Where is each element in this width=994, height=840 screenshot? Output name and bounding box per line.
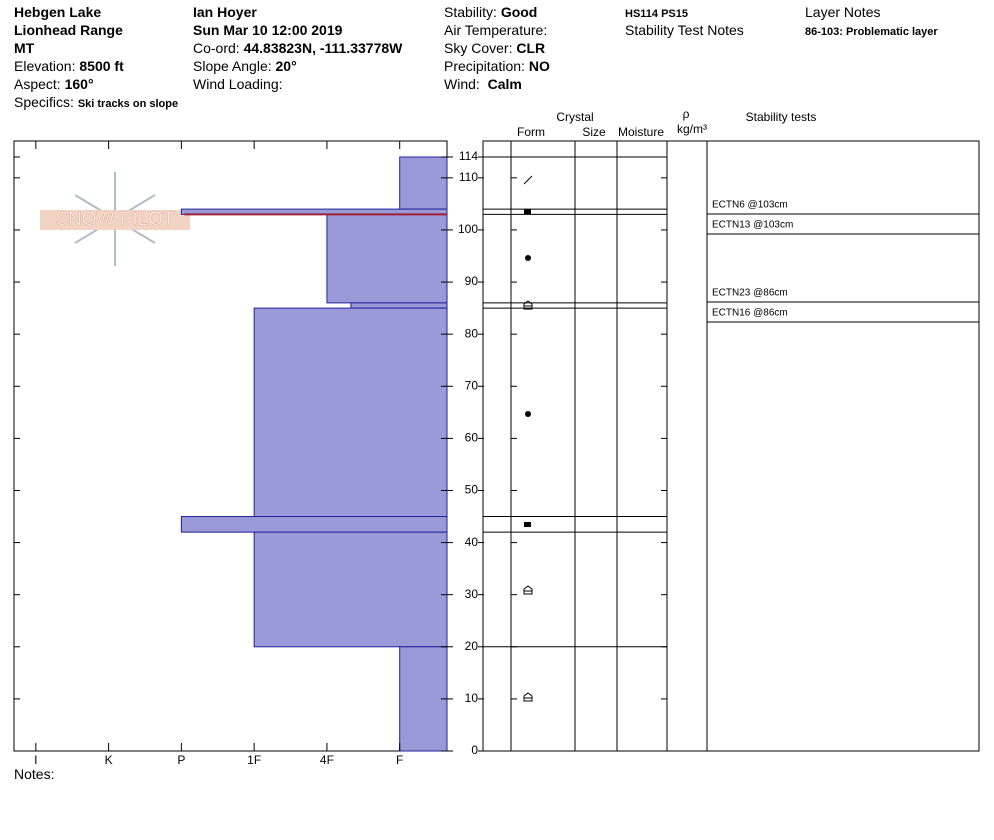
column-header: Crystal — [556, 110, 593, 124]
label: Wind: — [444, 76, 480, 92]
label: Elevation: — [14, 58, 76, 74]
stability-test: ECTN23 @86cm — [712, 288, 788, 299]
label: Wind Loading: — [193, 76, 283, 92]
stability-test-notes: Stability Test Notes — [625, 22, 744, 38]
field: Air Temperature: — [444, 22, 547, 38]
stability-test: ECTN13 @103cm — [712, 220, 793, 231]
y-tick-label: 50 — [465, 483, 479, 497]
field: Sky Cover: CLR — [444, 40, 545, 56]
y-tick-label: 70 — [465, 378, 479, 392]
layer-note: 86-103: Problematic layer — [805, 26, 938, 38]
hs-ps: HS114 PS15 — [625, 8, 688, 20]
location: Hebgen Lake — [14, 4, 102, 20]
y-tick-label: 110 — [459, 170, 478, 184]
y-tick-label: 20 — [465, 639, 479, 653]
y-tick-label: 0 — [471, 743, 478, 757]
column-header: Size — [582, 125, 606, 139]
y-tick-label: 40 — [465, 535, 479, 549]
field: Aspect: 160° — [14, 76, 94, 92]
label: Aspect: — [14, 76, 61, 92]
value: 160° — [64, 76, 94, 92]
layer-notes-title: Layer Notes — [805, 4, 881, 20]
observer: Ian Hoyer — [193, 4, 257, 20]
label: Specifics: — [14, 94, 74, 110]
y-tick-label: 100 — [458, 222, 478, 236]
field: Specifics: Ski tracks on slope — [14, 94, 178, 112]
y-tick-label: 60 — [465, 431, 479, 445]
value: CLR — [516, 40, 546, 56]
column-header: kg/m³ — [677, 122, 707, 136]
x-tick-label: K — [105, 753, 113, 767]
logo-band — [40, 210, 190, 230]
y-tick-label: 90 — [465, 274, 479, 288]
field: Wind: Calm — [444, 76, 522, 92]
value: 44.83823N, -111.33778W — [243, 40, 403, 56]
label: Slope Angle: — [193, 58, 272, 74]
label: Precipitation: — [444, 58, 525, 74]
column-lines — [510, 141, 979, 751]
value: 20° — [275, 58, 297, 74]
x-tick-label: F — [396, 753, 403, 767]
y-tick-label: 30 — [465, 587, 479, 601]
y-tick-label: 80 — [465, 326, 479, 340]
x-tick-label: 4F — [320, 753, 334, 767]
label: Co-ord: — [193, 40, 240, 56]
grain-symbols — [523, 175, 533, 702]
y-tick-label: 10 — [465, 691, 479, 705]
field: Elevation: 8500 ft — [14, 58, 124, 74]
field: Wind Loading: — [193, 76, 283, 92]
field: Stability: Good — [444, 4, 537, 20]
value: NO — [528, 58, 550, 74]
column-header: Form — [517, 125, 545, 139]
hardness-bar — [399, 156, 448, 210]
stability-test: ECTN16 @86cm — [712, 308, 788, 319]
value: Calm — [487, 76, 522, 92]
value: Good — [500, 4, 538, 20]
hardness-bar — [326, 213, 448, 304]
table-frame — [482, 140, 980, 752]
x-tick-label: 1F — [247, 753, 261, 767]
field: Co-ord: 44.83823N, -111.33778W — [193, 40, 402, 56]
field: Slope Angle: 20° — [193, 58, 297, 74]
date: Sun Mar 10 12:00 2019 — [193, 22, 343, 38]
y-tick-label: 114 — [459, 149, 478, 163]
hardness-bar — [253, 531, 448, 648]
column-header: Stability tests — [746, 110, 817, 124]
notes-label: Notes: — [14, 766, 55, 782]
hardness-bar — [180, 516, 448, 533]
hardness-bar — [350, 302, 448, 309]
label: Sky Cover: — [444, 40, 513, 56]
column-header: ρ — [683, 107, 690, 121]
hardness-bar — [253, 307, 448, 518]
x-tick-label: I — [34, 753, 37, 767]
value: Ski tracks on slope — [77, 98, 179, 110]
column-header: Moisture — [618, 125, 664, 139]
value: 8500 ft — [79, 58, 124, 74]
stability-test: ECTN6 @103cm — [712, 200, 788, 211]
label: Stability: — [444, 4, 497, 20]
location: Lionhead Range — [14, 22, 123, 38]
hardness-bar — [399, 646, 448, 752]
field: Precipitation: NO — [444, 58, 550, 74]
x-tick-label: P — [177, 753, 185, 767]
label: Air Temperature: — [444, 22, 548, 38]
logo-text: SNOW PILOT — [55, 209, 175, 230]
location: MT — [14, 40, 35, 56]
